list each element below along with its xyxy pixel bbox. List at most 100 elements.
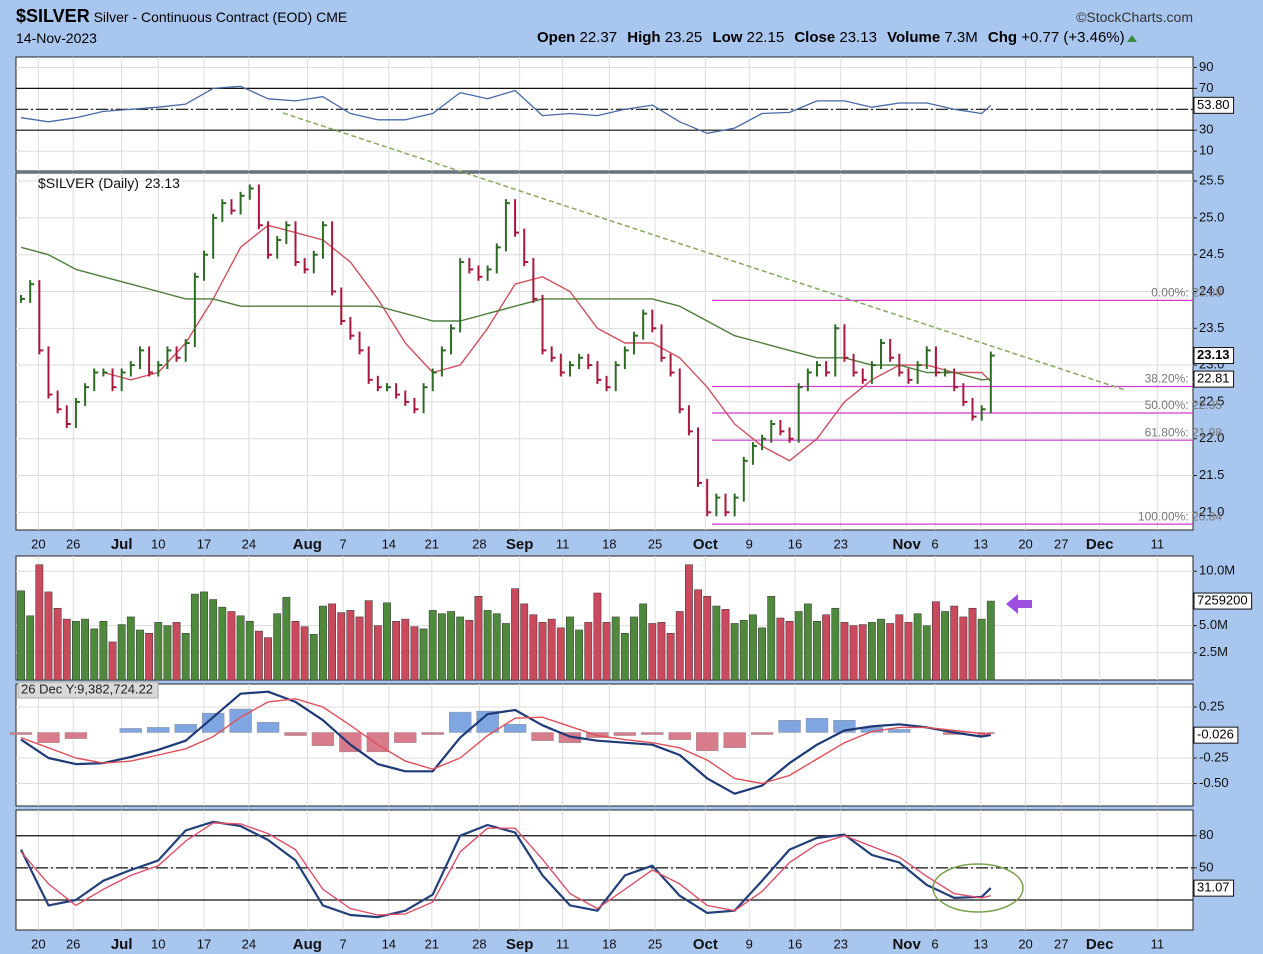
volume-bar [986,600,995,681]
volume-bar [575,629,584,681]
volume-bar [428,610,437,681]
volume-bar [620,632,629,681]
volume-bar [401,618,410,681]
y-tick-label: 24.0 [1199,283,1224,298]
y-tick-label: 50 [1199,859,1213,874]
histogram-bar [641,732,664,735]
series-line [20,822,991,916]
histogram-bar [888,729,911,733]
x-tick-label: 26 [66,936,80,951]
x-tick-label: Dec [1086,936,1114,953]
volume-bar [977,618,986,681]
volume-bar [62,618,71,681]
volume-bar [410,626,419,681]
volume-bar [53,607,62,681]
value-tag-label: 23.13 [1197,347,1230,362]
y-tick-label: -0.50 [1199,775,1229,790]
volume-bar [657,622,666,681]
volume-bar [511,588,519,681]
volume-bar [502,623,510,681]
volume-bar [703,595,712,681]
volume-bar [602,622,611,681]
volume-bar [867,622,876,681]
histogram-bar [366,732,390,753]
volume-bar [172,622,181,681]
x-tick-label: 9 [746,536,753,551]
volume-bar [319,605,327,681]
volume-bar [291,621,300,681]
value-tag-label: 7259200 [1197,592,1248,607]
x-tick-label: 11 [556,936,570,951]
histogram-bar [37,732,60,743]
x-tick-label: 11 [556,536,570,551]
volume-bar [145,632,154,681]
title-row: $SILVER Silver - Continuous Contract (EO… [16,6,347,27]
y-tick-label: 2.5M [1199,644,1228,659]
x-tick-label: Nov [892,936,921,953]
volume-bar [803,603,812,681]
histogram-bar [750,732,774,735]
value-tag-label: -0.026 [1197,727,1234,742]
histogram-bar [613,732,637,736]
x-tick-label: Aug [293,536,322,553]
y-tick-label: 80 [1199,827,1213,842]
legend-value: 23.13 [145,175,180,191]
y-tick-label: 0.25 [1199,698,1224,713]
volume-bar [300,626,309,681]
volume-bar [566,616,574,681]
y-tick-label: -0.25 [1199,749,1229,764]
y-tick-label: 23.5 [1199,320,1224,335]
volume-bar [950,605,959,681]
histogram-bar [476,710,499,733]
x-tick-label: 14 [382,936,396,951]
volume-bar [190,593,199,681]
volume-bar [941,611,949,681]
volume-bar [44,591,53,681]
volume-bar [254,630,263,681]
volume-bar [392,621,401,681]
volume-bar [136,629,144,681]
x-tick-label: Sep [506,536,534,553]
volume-bar [840,622,849,681]
x-tick-label: 27 [1054,536,1068,551]
y-tick-label: 22.5 [1199,393,1224,408]
x-tick-label: 13 [974,936,988,951]
volume-bar [483,610,492,681]
x-tick-label: 13 [974,536,988,551]
volume-bar [776,617,785,681]
x-tick-label: 23 [834,536,848,551]
date: 14-Nov-2023 [16,30,97,46]
x-tick-label: 21 [425,536,439,551]
header: $SILVER Silver - Continuous Contract (EO… [0,0,1263,54]
up-triangle [1126,35,1137,42]
x-tick-label: 7 [339,936,346,951]
volume-bar [99,621,108,681]
volume-bar [684,564,693,681]
decorations [282,112,1126,913]
x-tick-label: Aug [293,936,322,953]
x-tick-label: 25 [648,536,662,551]
volume-bar [236,615,245,681]
x-tick-label: 18 [602,536,616,551]
x-tick-label: 9 [746,936,753,951]
y-tick-label: 5.0M [1199,617,1228,632]
histogram-bar [147,727,170,733]
volume-bar [694,589,702,681]
quote-label: Volume [887,29,941,46]
volume-bar [465,619,474,681]
volume-bar [437,613,446,681]
volume-bar [721,609,730,681]
value-tag-box [1193,96,1235,114]
value-tag-box [1193,370,1235,388]
quote-value: 7.3M [944,29,978,46]
value-tag-box [1193,726,1239,744]
volume-bar [447,611,455,681]
volume-bar [309,634,318,681]
volume-bar [675,611,684,681]
histogram-bar [668,732,691,740]
value-tag: 7259200 [1193,592,1253,610]
volume-bar [90,628,99,681]
volume-bar [328,603,337,681]
highlight-ellipse [932,863,1024,913]
x-tick-label: 14 [382,536,396,551]
